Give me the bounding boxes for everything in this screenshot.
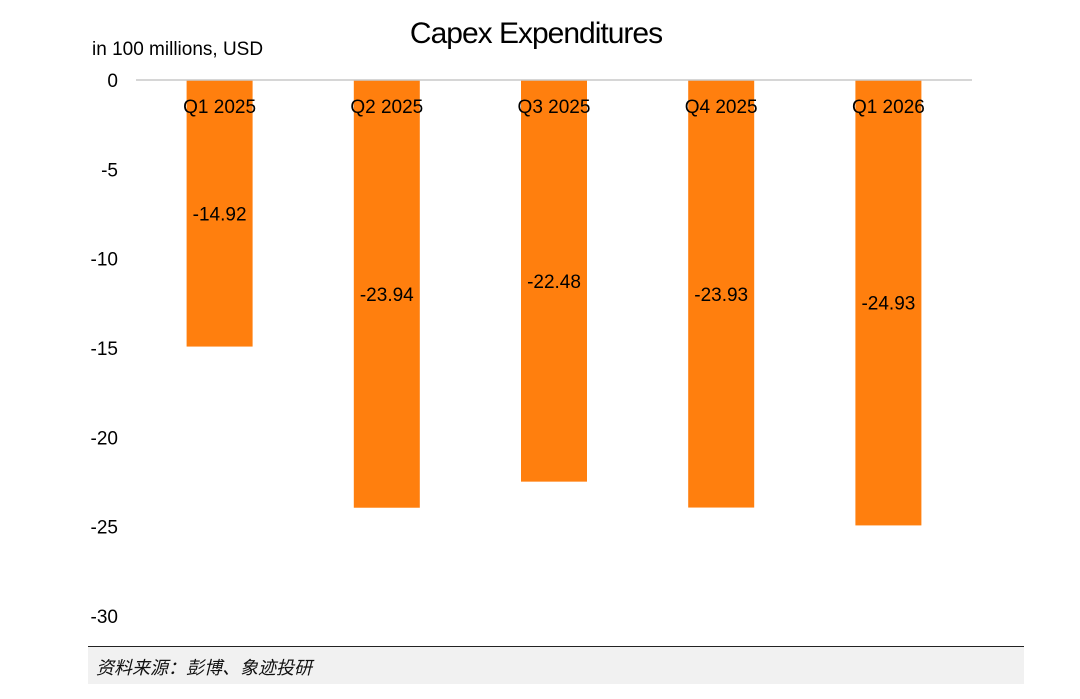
y-tick-label: -20 [91,428,118,449]
data-label: -14.92 [193,204,247,225]
data-labels: -14.92 -23.94 -22.48 -23.93 -24.93 [193,204,916,314]
bar-series [186,80,922,526]
source-footer: 资料来源：彭博、象迹投研 [88,646,1024,684]
category-label: Q3 2025 [518,97,591,118]
y-tick-label: 0 [107,71,118,92]
data-label: -24.93 [861,294,915,315]
data-label: -23.93 [694,285,748,306]
category-label: Q4 2025 [685,97,758,118]
y-tick-label: -10 [91,250,118,271]
y-axis-unit-label: in 100 millions, USD [92,39,263,60]
y-axis-ticks: 0 -5 -10 -15 -20 -25 -30 [91,71,118,628]
chart-title: Capex Expenditures [410,17,662,50]
data-label: -22.48 [527,272,581,293]
source-text: 资料来源：彭博、象迹投研 [96,658,312,679]
bar [521,80,587,482]
data-label: -23.94 [360,285,414,306]
category-label: Q2 2025 [350,97,423,118]
bar [353,80,420,508]
category-labels: Q1 2025 Q2 2025 Q3 2025 Q4 2025 Q1 2026 [183,97,925,118]
y-tick-label: -30 [91,607,118,628]
category-label: Q1 2026 [852,97,925,118]
bar [186,80,253,347]
y-tick-label: -25 [91,518,118,539]
bar [688,80,755,508]
category-label: Q1 2025 [183,97,256,118]
y-tick-label: -5 [101,160,118,181]
y-tick-label: -15 [91,339,118,360]
bar [855,80,922,526]
